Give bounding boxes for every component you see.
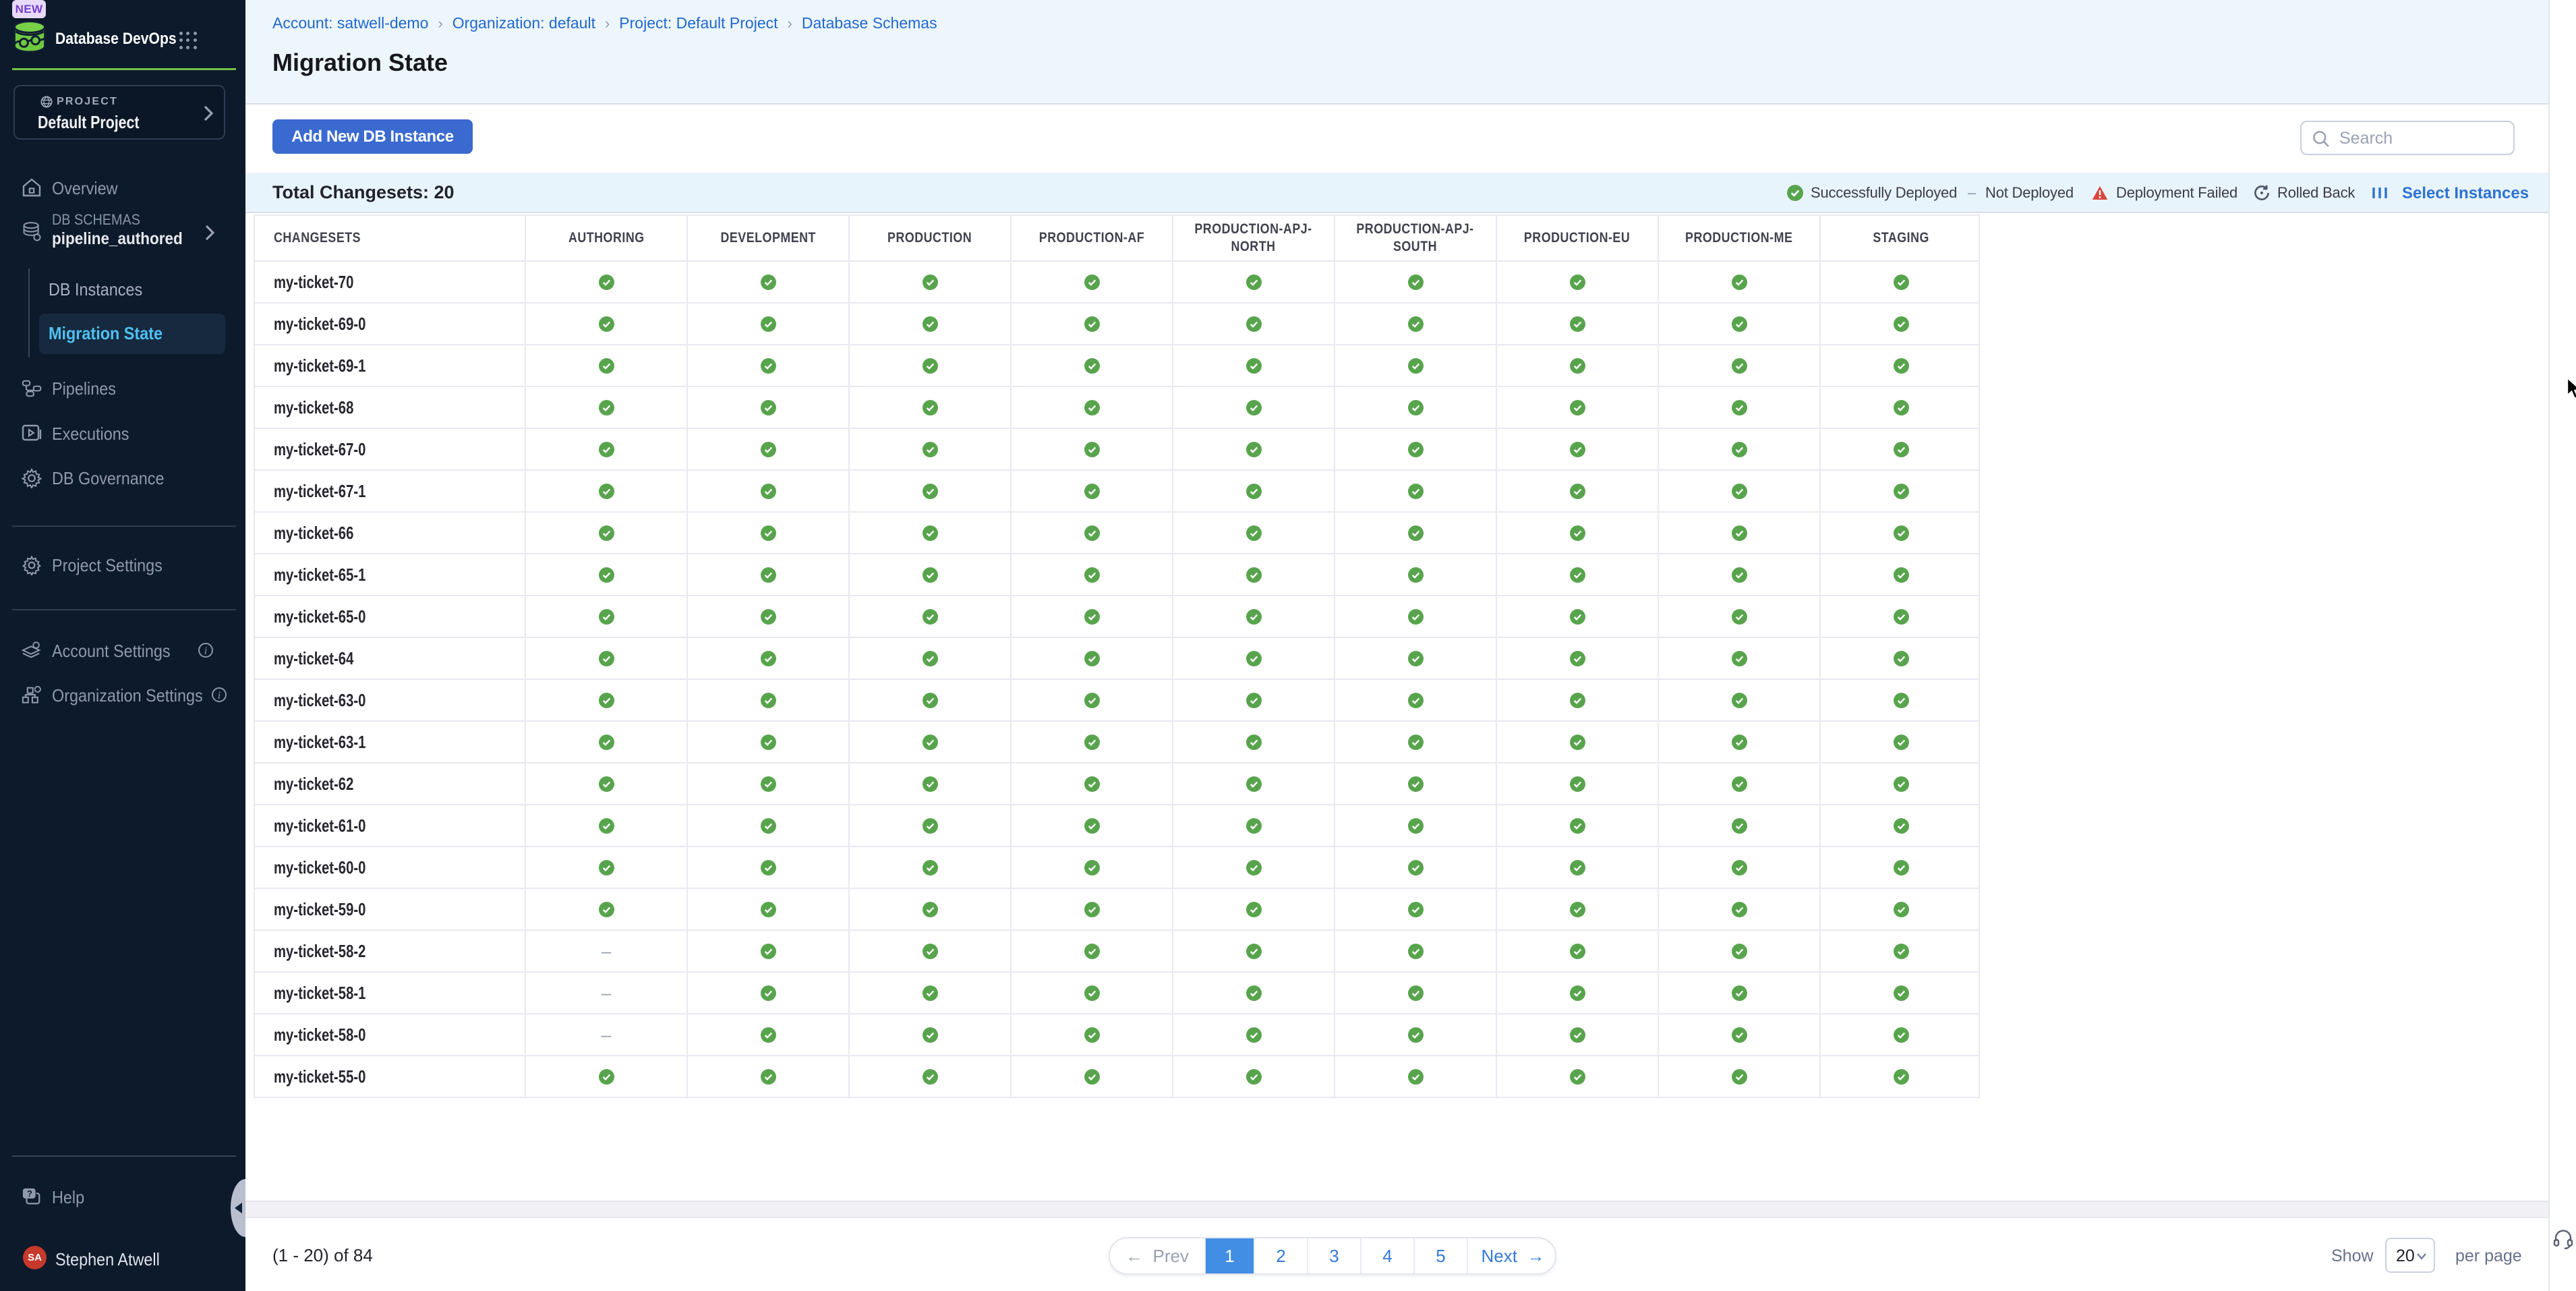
svg-text:?: ? xyxy=(27,1188,32,1199)
